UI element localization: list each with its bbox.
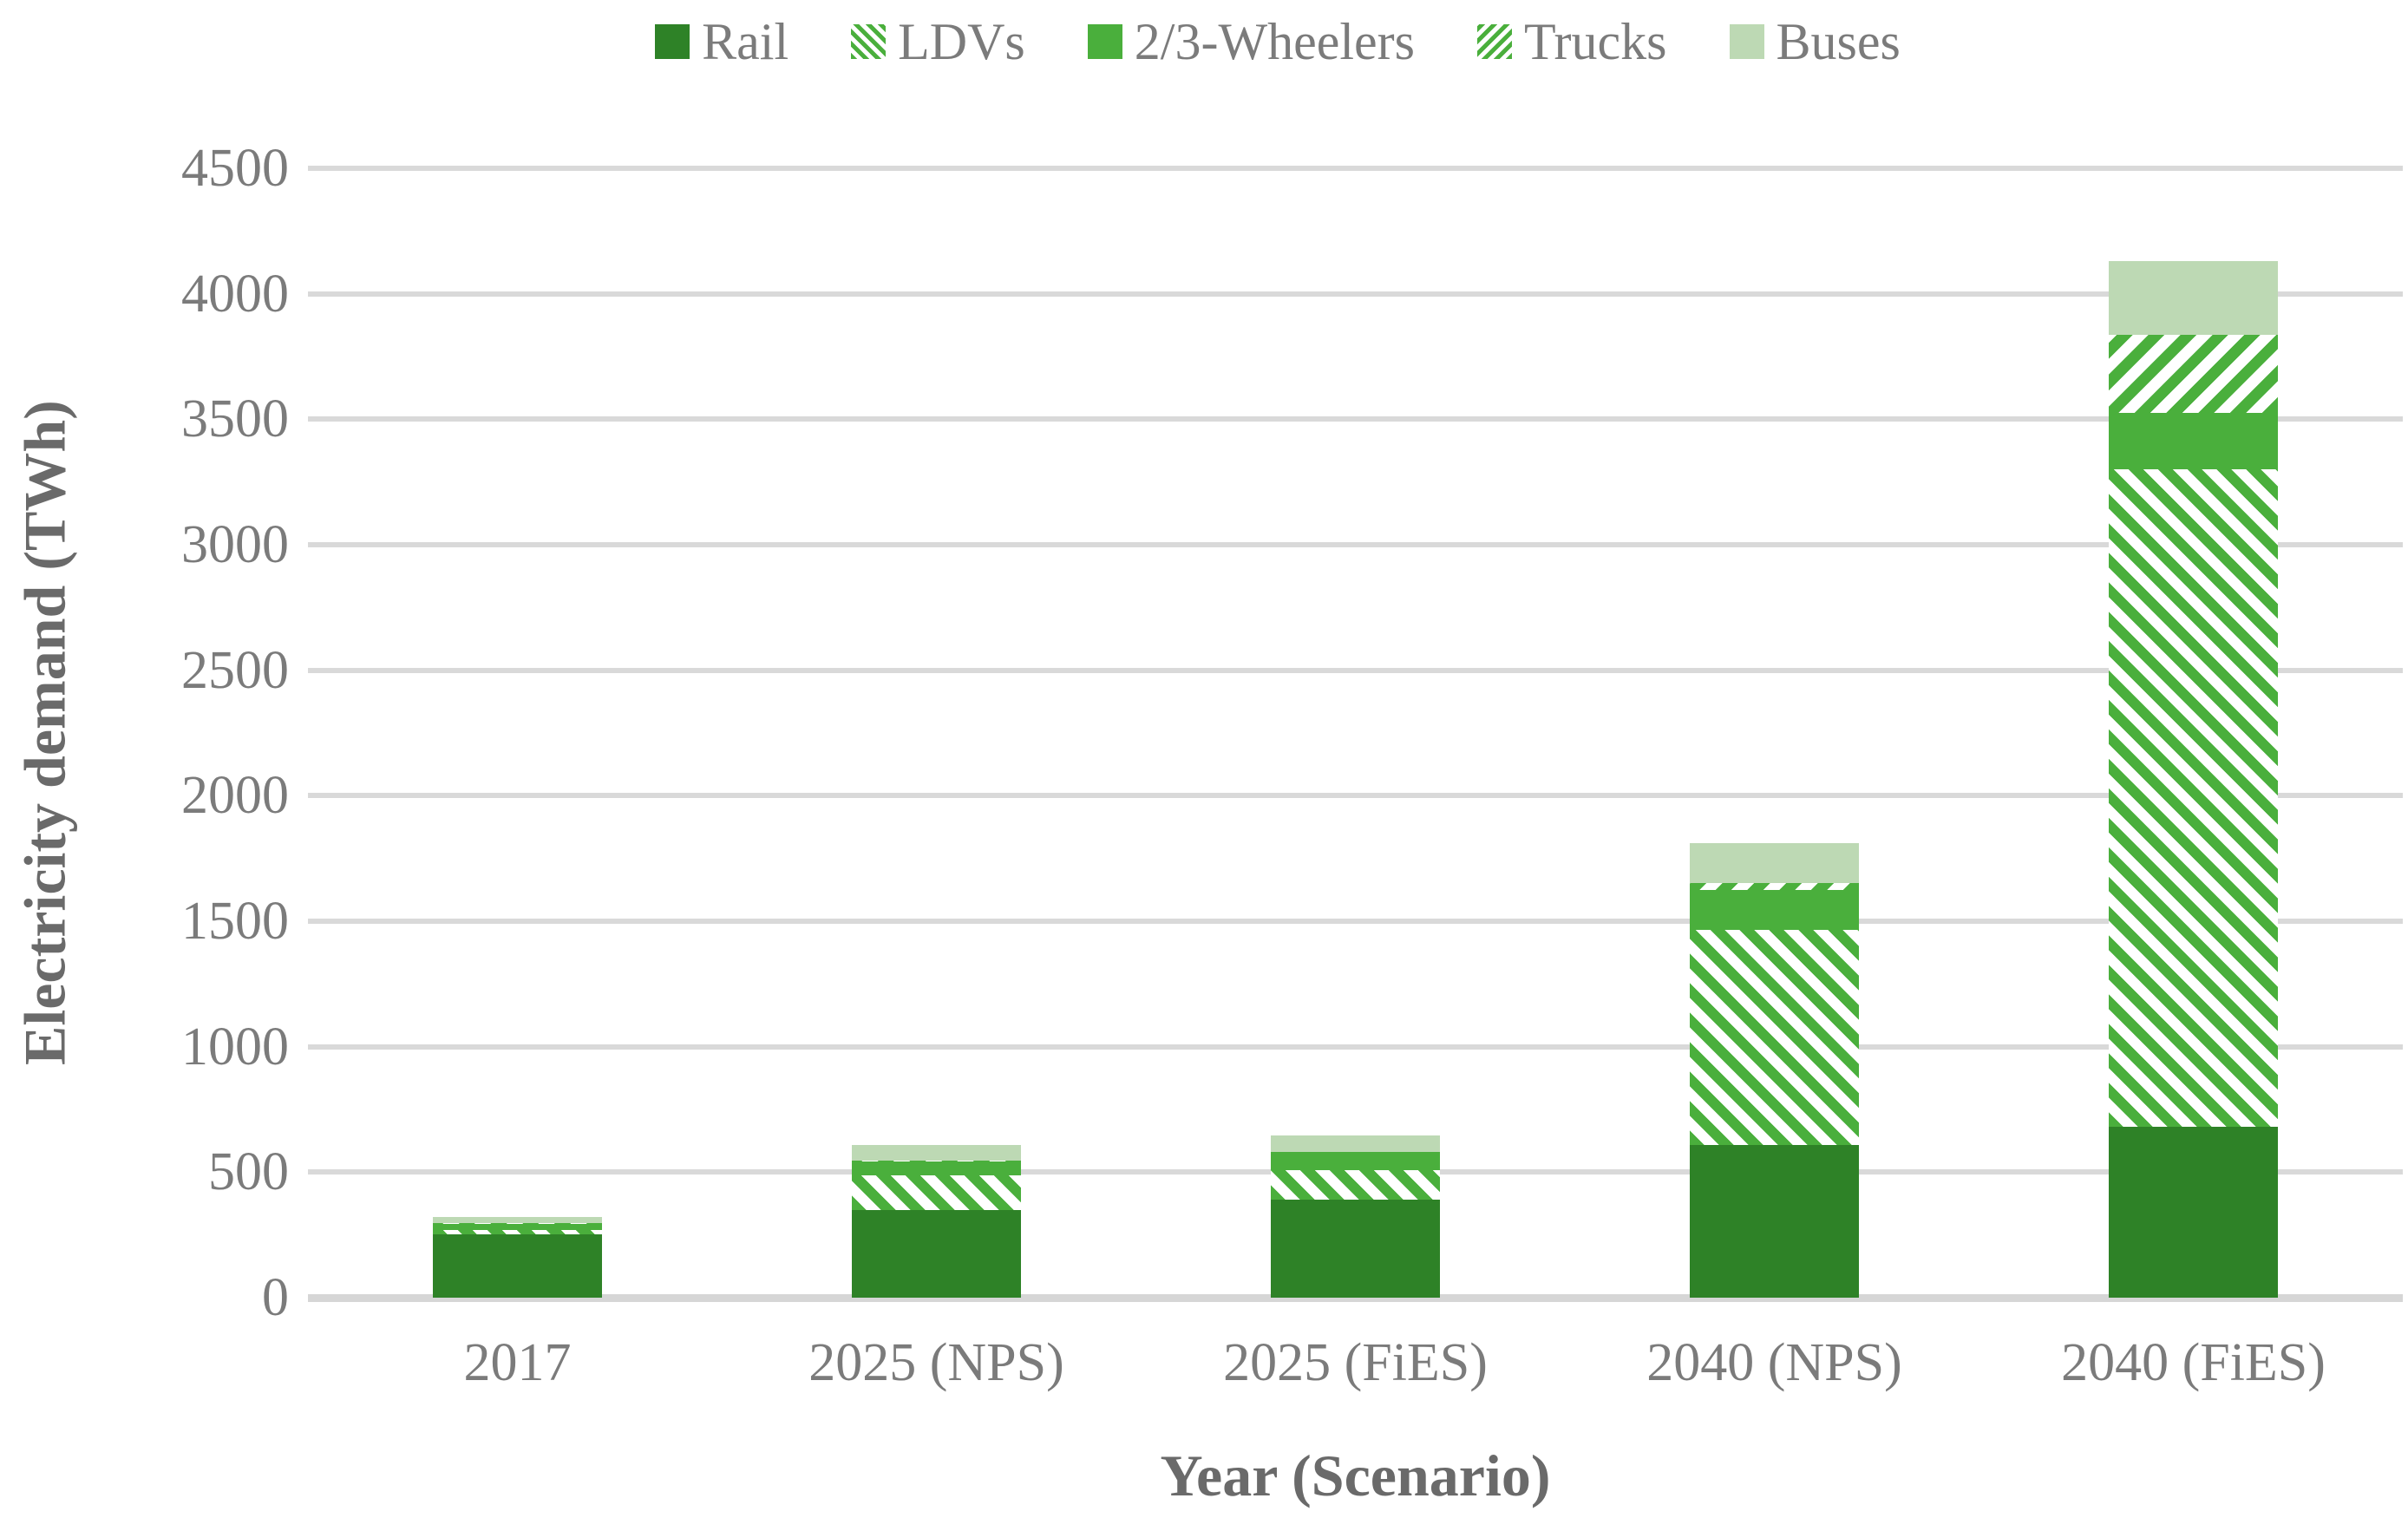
bar-segment-trucks-3 bbox=[1690, 883, 1859, 890]
gridline-0 bbox=[308, 1293, 2403, 1302]
bar-segment-rail-1 bbox=[852, 1209, 1021, 1298]
y-tick-label-500: 500 bbox=[208, 1142, 289, 1202]
legend-item-trucks: Trucks bbox=[1476, 13, 1667, 70]
y-tick-label-4500: 4500 bbox=[181, 139, 289, 198]
legend-swatch-rail-icon bbox=[655, 24, 690, 59]
bar-segment-two-three-wheelers-2 bbox=[1271, 1152, 1440, 1171]
y-tick-label-0: 0 bbox=[262, 1268, 289, 1327]
bar-segment-ldvs-1 bbox=[852, 1174, 1021, 1210]
x-axis-title: Year (Scenario) bbox=[1160, 1443, 1551, 1508]
y-tick-label-2000: 2000 bbox=[181, 766, 289, 826]
plot-area bbox=[308, 166, 2403, 1302]
bar-segment-trucks-0 bbox=[433, 1223, 602, 1224]
legend-swatch-buses-icon bbox=[1729, 24, 1764, 59]
x-axis-tick-labels: 2017 2025 (NPS) 2025 (FiES) 2040 (NPS) 2040 … bbox=[308, 1336, 2403, 1405]
bar-segment-ldvs-4 bbox=[2109, 469, 2278, 1128]
legend-swatch-ldvs-icon bbox=[851, 24, 887, 59]
gridline-3500 bbox=[308, 416, 2403, 422]
gridline-4000 bbox=[308, 291, 2403, 297]
legend-item-two-three-wheelers: 2/3-Wheelers bbox=[1087, 13, 1415, 70]
legend-label-trucks: Trucks bbox=[1523, 13, 1667, 70]
x-tick-label-4: 2040 (FiES) bbox=[2061, 1333, 2326, 1392]
bar-segment-rail-4 bbox=[2109, 1127, 2278, 1298]
gridline-1000 bbox=[308, 1044, 2403, 1050]
x-tick-label-0: 2017 bbox=[463, 1333, 572, 1392]
gridline-2000 bbox=[308, 793, 2403, 799]
bar-segment-buses-0 bbox=[433, 1217, 602, 1224]
y-tick-label-3000: 3000 bbox=[181, 515, 289, 574]
y-tick-label-1000: 1000 bbox=[181, 1017, 289, 1076]
bar-segment-rail-3 bbox=[1690, 1144, 1859, 1298]
legend-label-buses: Buses bbox=[1776, 13, 1901, 70]
bar-segment-trucks-2 bbox=[1271, 1151, 1440, 1153]
y-tick-label-4000: 4000 bbox=[181, 264, 289, 324]
legend-item-ldvs: LDVs bbox=[851, 16, 1025, 68]
legend-swatch-two-three-wheelers-icon bbox=[1087, 24, 1122, 59]
bar-segment-two-three-wheelers-3 bbox=[1690, 889, 1859, 931]
bar-segment-rail-0 bbox=[433, 1233, 602, 1298]
gridline-1500 bbox=[308, 919, 2403, 924]
gridline-3000 bbox=[308, 542, 2403, 547]
y-axis-tick-labels: 0 500 1000 1500 2000 2500 3000 3500 4000 4500 bbox=[0, 141, 289, 1325]
x-tick-label-1: 2025 (NPS) bbox=[808, 1333, 1064, 1392]
legend-item-rail: Rail bbox=[655, 16, 788, 68]
bar-segment-buses-2 bbox=[1271, 1135, 1440, 1152]
bar-segment-rail-2 bbox=[1271, 1200, 1440, 1298]
legend-label-two-three-wheelers: 2/3-Wheelers bbox=[1134, 13, 1415, 70]
bar-segment-ldvs-3 bbox=[1690, 930, 1859, 1145]
bar-segment-buses-4 bbox=[2109, 261, 2278, 336]
bar-segment-buses-1 bbox=[852, 1145, 1021, 1161]
bar-segment-two-three-wheelers-4 bbox=[2109, 413, 2278, 470]
legend: Rail LDVs 2/3-Wheelers Trucks Buses bbox=[0, 16, 2408, 68]
legend-swatch-trucks-icon bbox=[1476, 24, 1512, 59]
bar-segment-buses-3 bbox=[1690, 843, 1859, 884]
x-tick-label-2: 2025 (FiES) bbox=[1223, 1333, 1488, 1392]
bar-segment-ldvs-0 bbox=[433, 1229, 602, 1234]
bar-segment-ldvs-2 bbox=[1271, 1170, 1440, 1201]
gridline-4500 bbox=[308, 166, 2403, 171]
y-tick-label-3500: 3500 bbox=[181, 389, 289, 449]
x-tick-label-3: 2040 (NPS) bbox=[1646, 1333, 1902, 1392]
y-tick-label-2500: 2500 bbox=[181, 640, 289, 700]
bar-segment-trucks-4 bbox=[2109, 335, 2278, 414]
legend-item-buses: Buses bbox=[1729, 13, 1901, 70]
bar-segment-two-three-wheelers-1 bbox=[852, 1161, 1021, 1175]
gridline-2500 bbox=[308, 667, 2403, 673]
legend-label-ldvs: LDVs bbox=[898, 13, 1025, 70]
legend-label-rail: Rail bbox=[702, 13, 789, 70]
y-tick-label-1500: 1500 bbox=[181, 892, 289, 951]
bar-segment-two-three-wheelers-0 bbox=[433, 1223, 602, 1230]
